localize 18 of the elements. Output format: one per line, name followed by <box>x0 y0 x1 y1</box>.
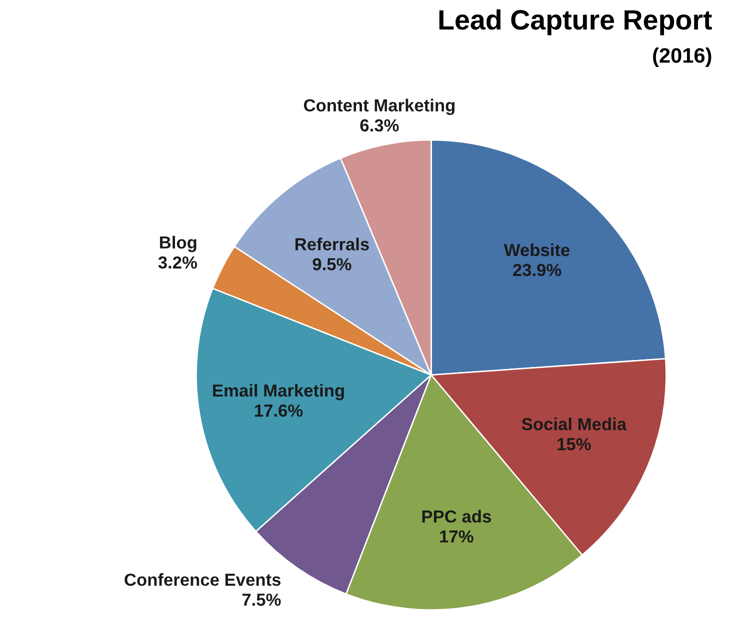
data-label: 15% <box>558 438 591 450</box>
slice-label: PPC ads <box>422 510 491 523</box>
data-label: 3.2% <box>158 256 197 269</box>
slice-label: Blog <box>160 236 196 252</box>
data-label: 9.5% <box>312 258 352 270</box>
slice-label: Referrals <box>295 238 369 250</box>
data-label: 17% <box>440 530 474 543</box>
slice-label: Email Marketing <box>213 384 344 400</box>
slice-label: Website <box>504 243 570 256</box>
data-label: 23.9% <box>513 264 562 276</box>
data-label: 7.5% <box>242 594 281 606</box>
slice-label: Conference Events <box>124 573 281 586</box>
slice-label: Content Marketing <box>304 98 454 116</box>
chart-subtitle: (2016) <box>653 48 712 67</box>
data-label: 17.6% <box>254 404 303 417</box>
data-label: 6.3% <box>360 119 399 132</box>
chart-title: Lead Capture Report <box>439 9 712 36</box>
slice-label: Social Media <box>522 418 627 430</box>
